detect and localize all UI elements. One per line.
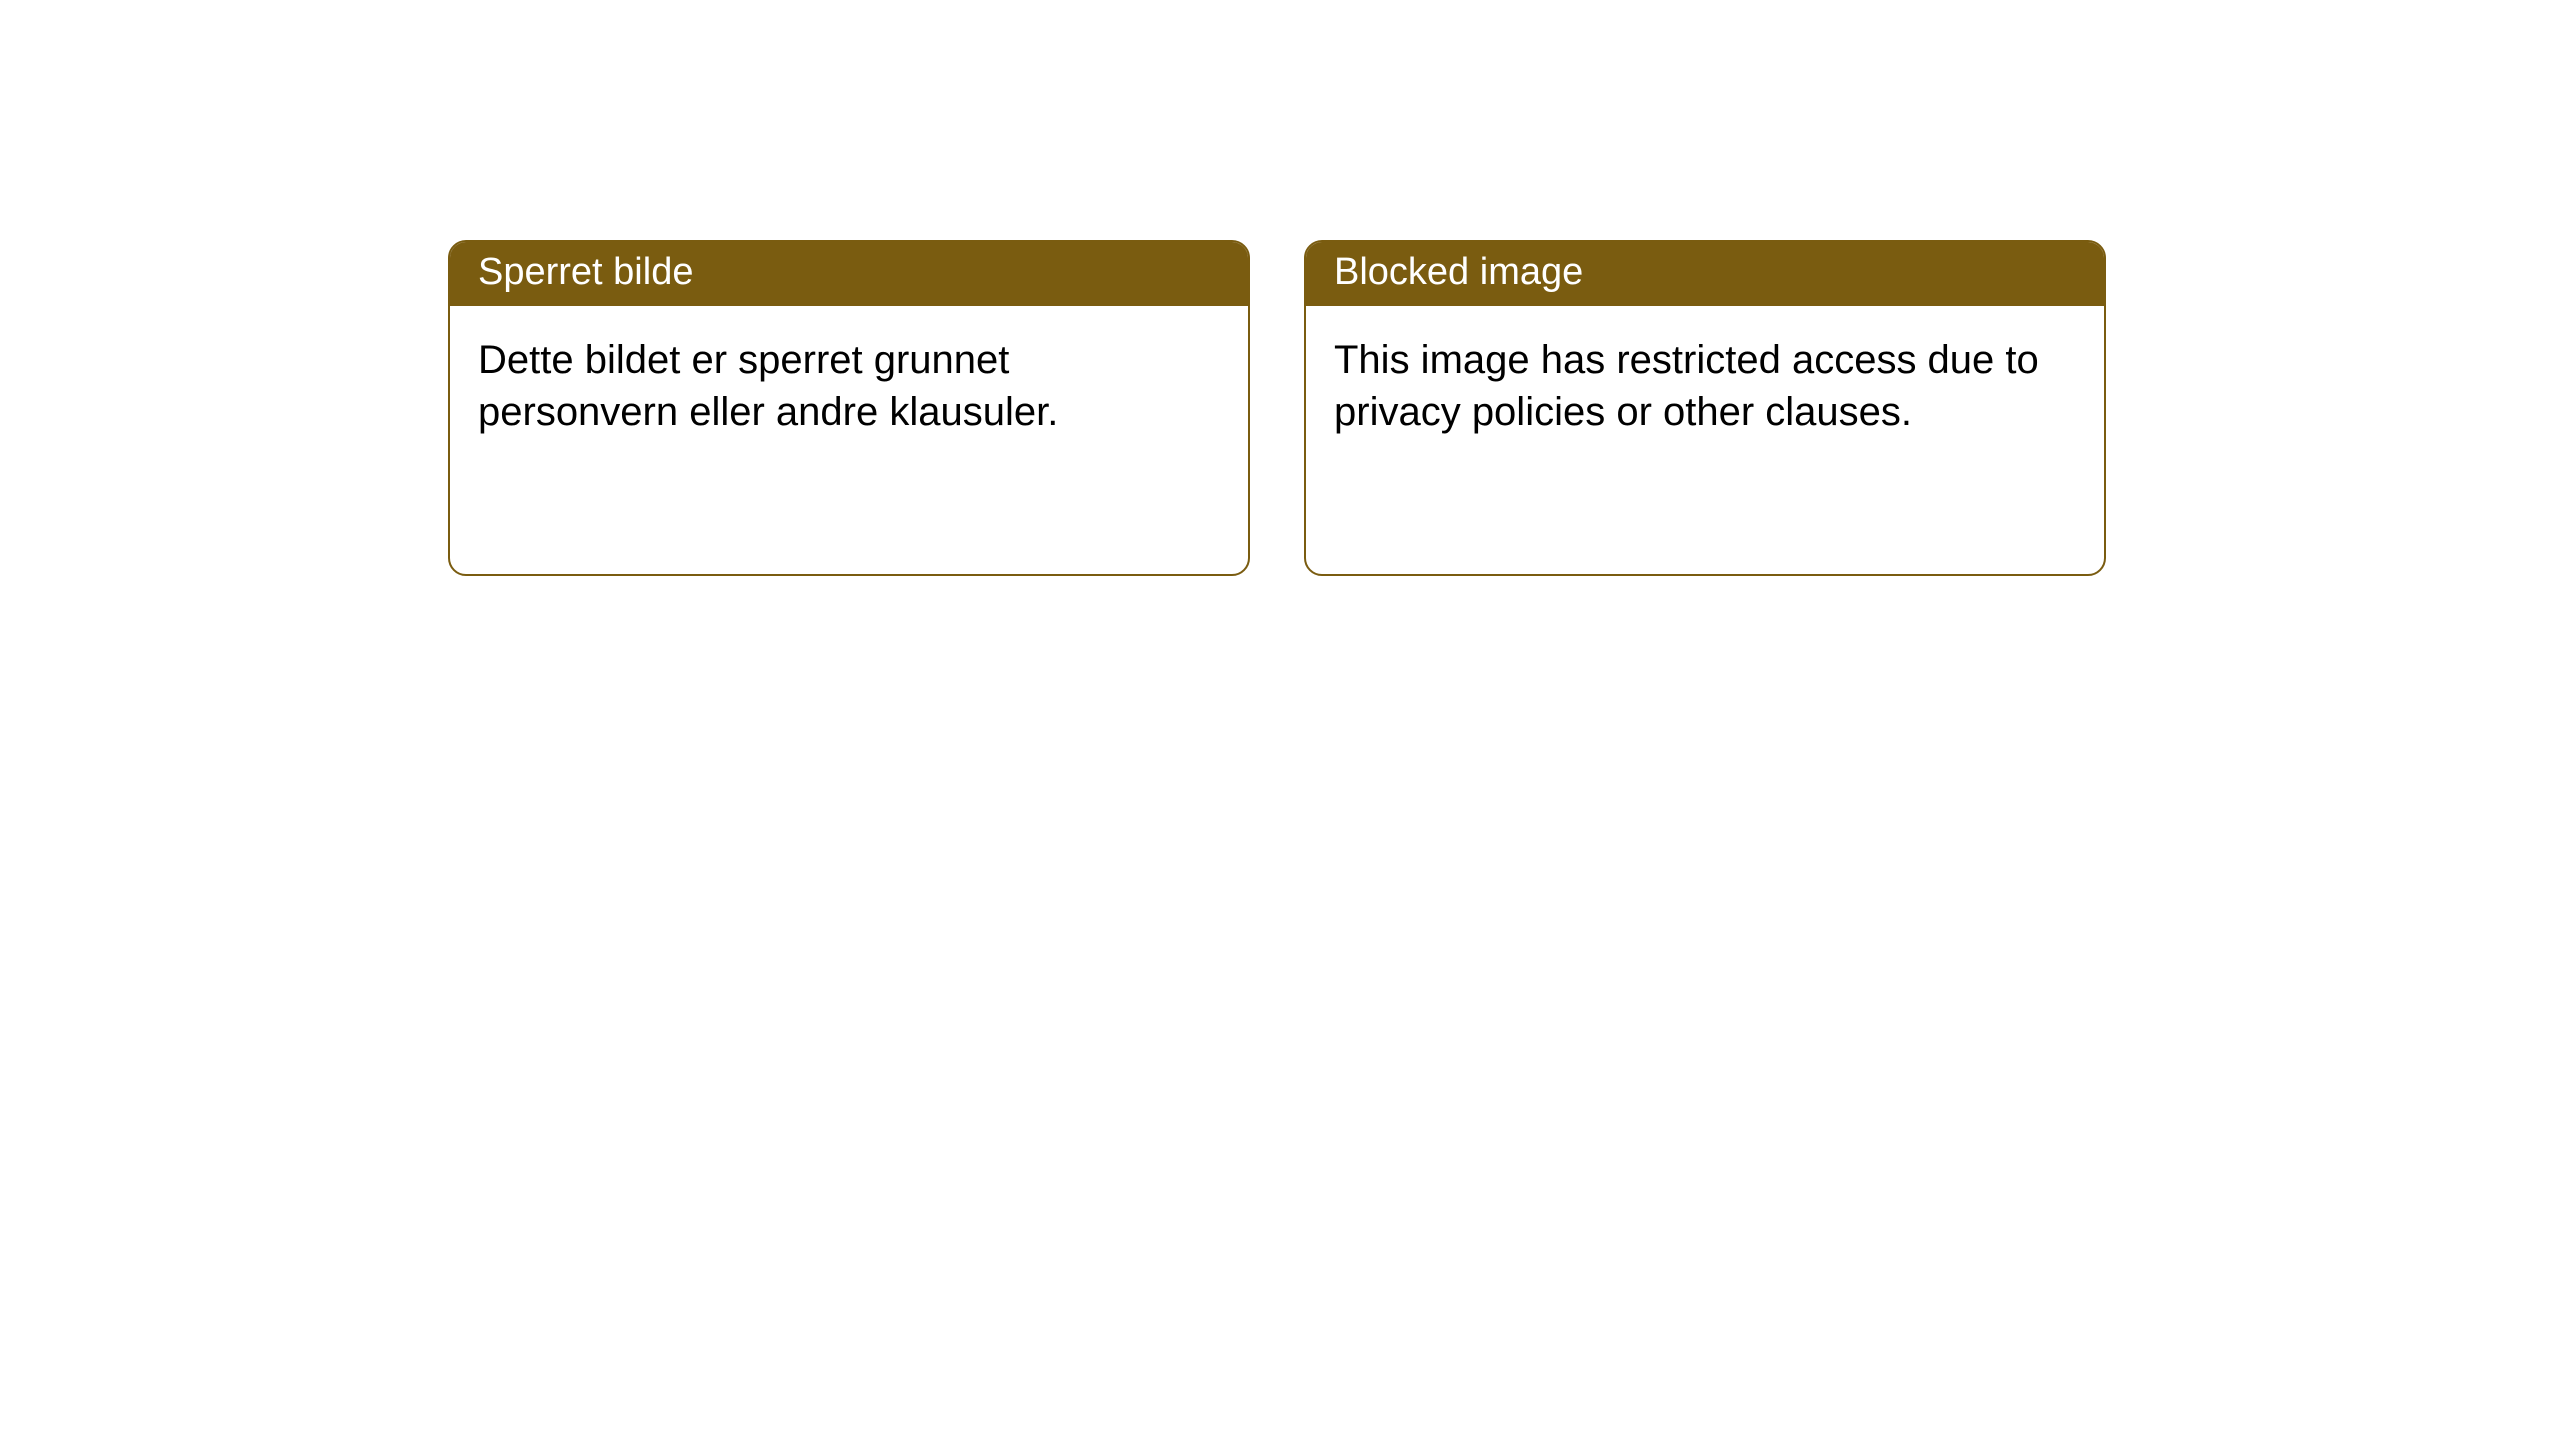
card-body: Dette bildet er sperret grunnet personve… bbox=[450, 306, 1248, 438]
card-title: Blocked image bbox=[1334, 251, 1583, 293]
notice-card-norwegian: Sperret bilde Dette bildet er sperret gr… bbox=[448, 240, 1250, 576]
notice-container: Sperret bilde Dette bildet er sperret gr… bbox=[0, 0, 2560, 576]
card-text: This image has restricted access due to … bbox=[1334, 338, 2039, 434]
notice-card-english: Blocked image This image has restricted … bbox=[1304, 240, 2106, 576]
card-header: Sperret bilde bbox=[450, 242, 1248, 306]
card-title: Sperret bilde bbox=[478, 251, 693, 293]
card-header: Blocked image bbox=[1306, 242, 2104, 306]
card-text: Dette bildet er sperret grunnet personve… bbox=[478, 338, 1058, 434]
card-body: This image has restricted access due to … bbox=[1306, 306, 2104, 438]
